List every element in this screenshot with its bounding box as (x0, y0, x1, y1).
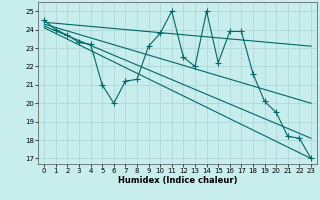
X-axis label: Humidex (Indice chaleur): Humidex (Indice chaleur) (118, 176, 237, 185)
